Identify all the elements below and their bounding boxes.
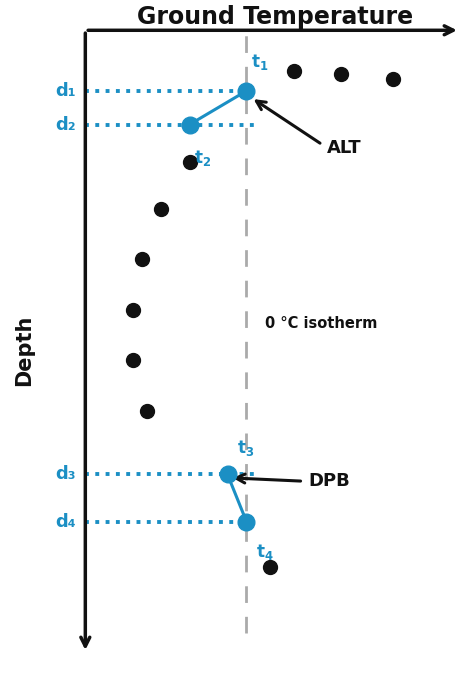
Text: $\mathbf{t_2}$: $\mathbf{t_2}$ <box>194 148 211 168</box>
Text: Depth: Depth <box>14 314 34 386</box>
Text: $\mathbf{t_3}$: $\mathbf{t_3}$ <box>237 437 254 458</box>
Text: $\mathbf{t_4}$: $\mathbf{t_4}$ <box>256 542 273 562</box>
Text: DPB: DPB <box>308 472 350 490</box>
Text: $\mathbf{t_1}$: $\mathbf{t_1}$ <box>251 52 269 72</box>
Text: Ground Temperature: Ground Temperature <box>137 5 413 29</box>
Text: d₃: d₃ <box>55 466 76 483</box>
Text: 0 °C isotherm: 0 °C isotherm <box>265 316 378 330</box>
Text: d₂: d₂ <box>55 116 76 133</box>
Text: d₄: d₄ <box>55 513 76 530</box>
Text: d₁: d₁ <box>55 82 76 100</box>
Text: ALT: ALT <box>327 139 362 157</box>
